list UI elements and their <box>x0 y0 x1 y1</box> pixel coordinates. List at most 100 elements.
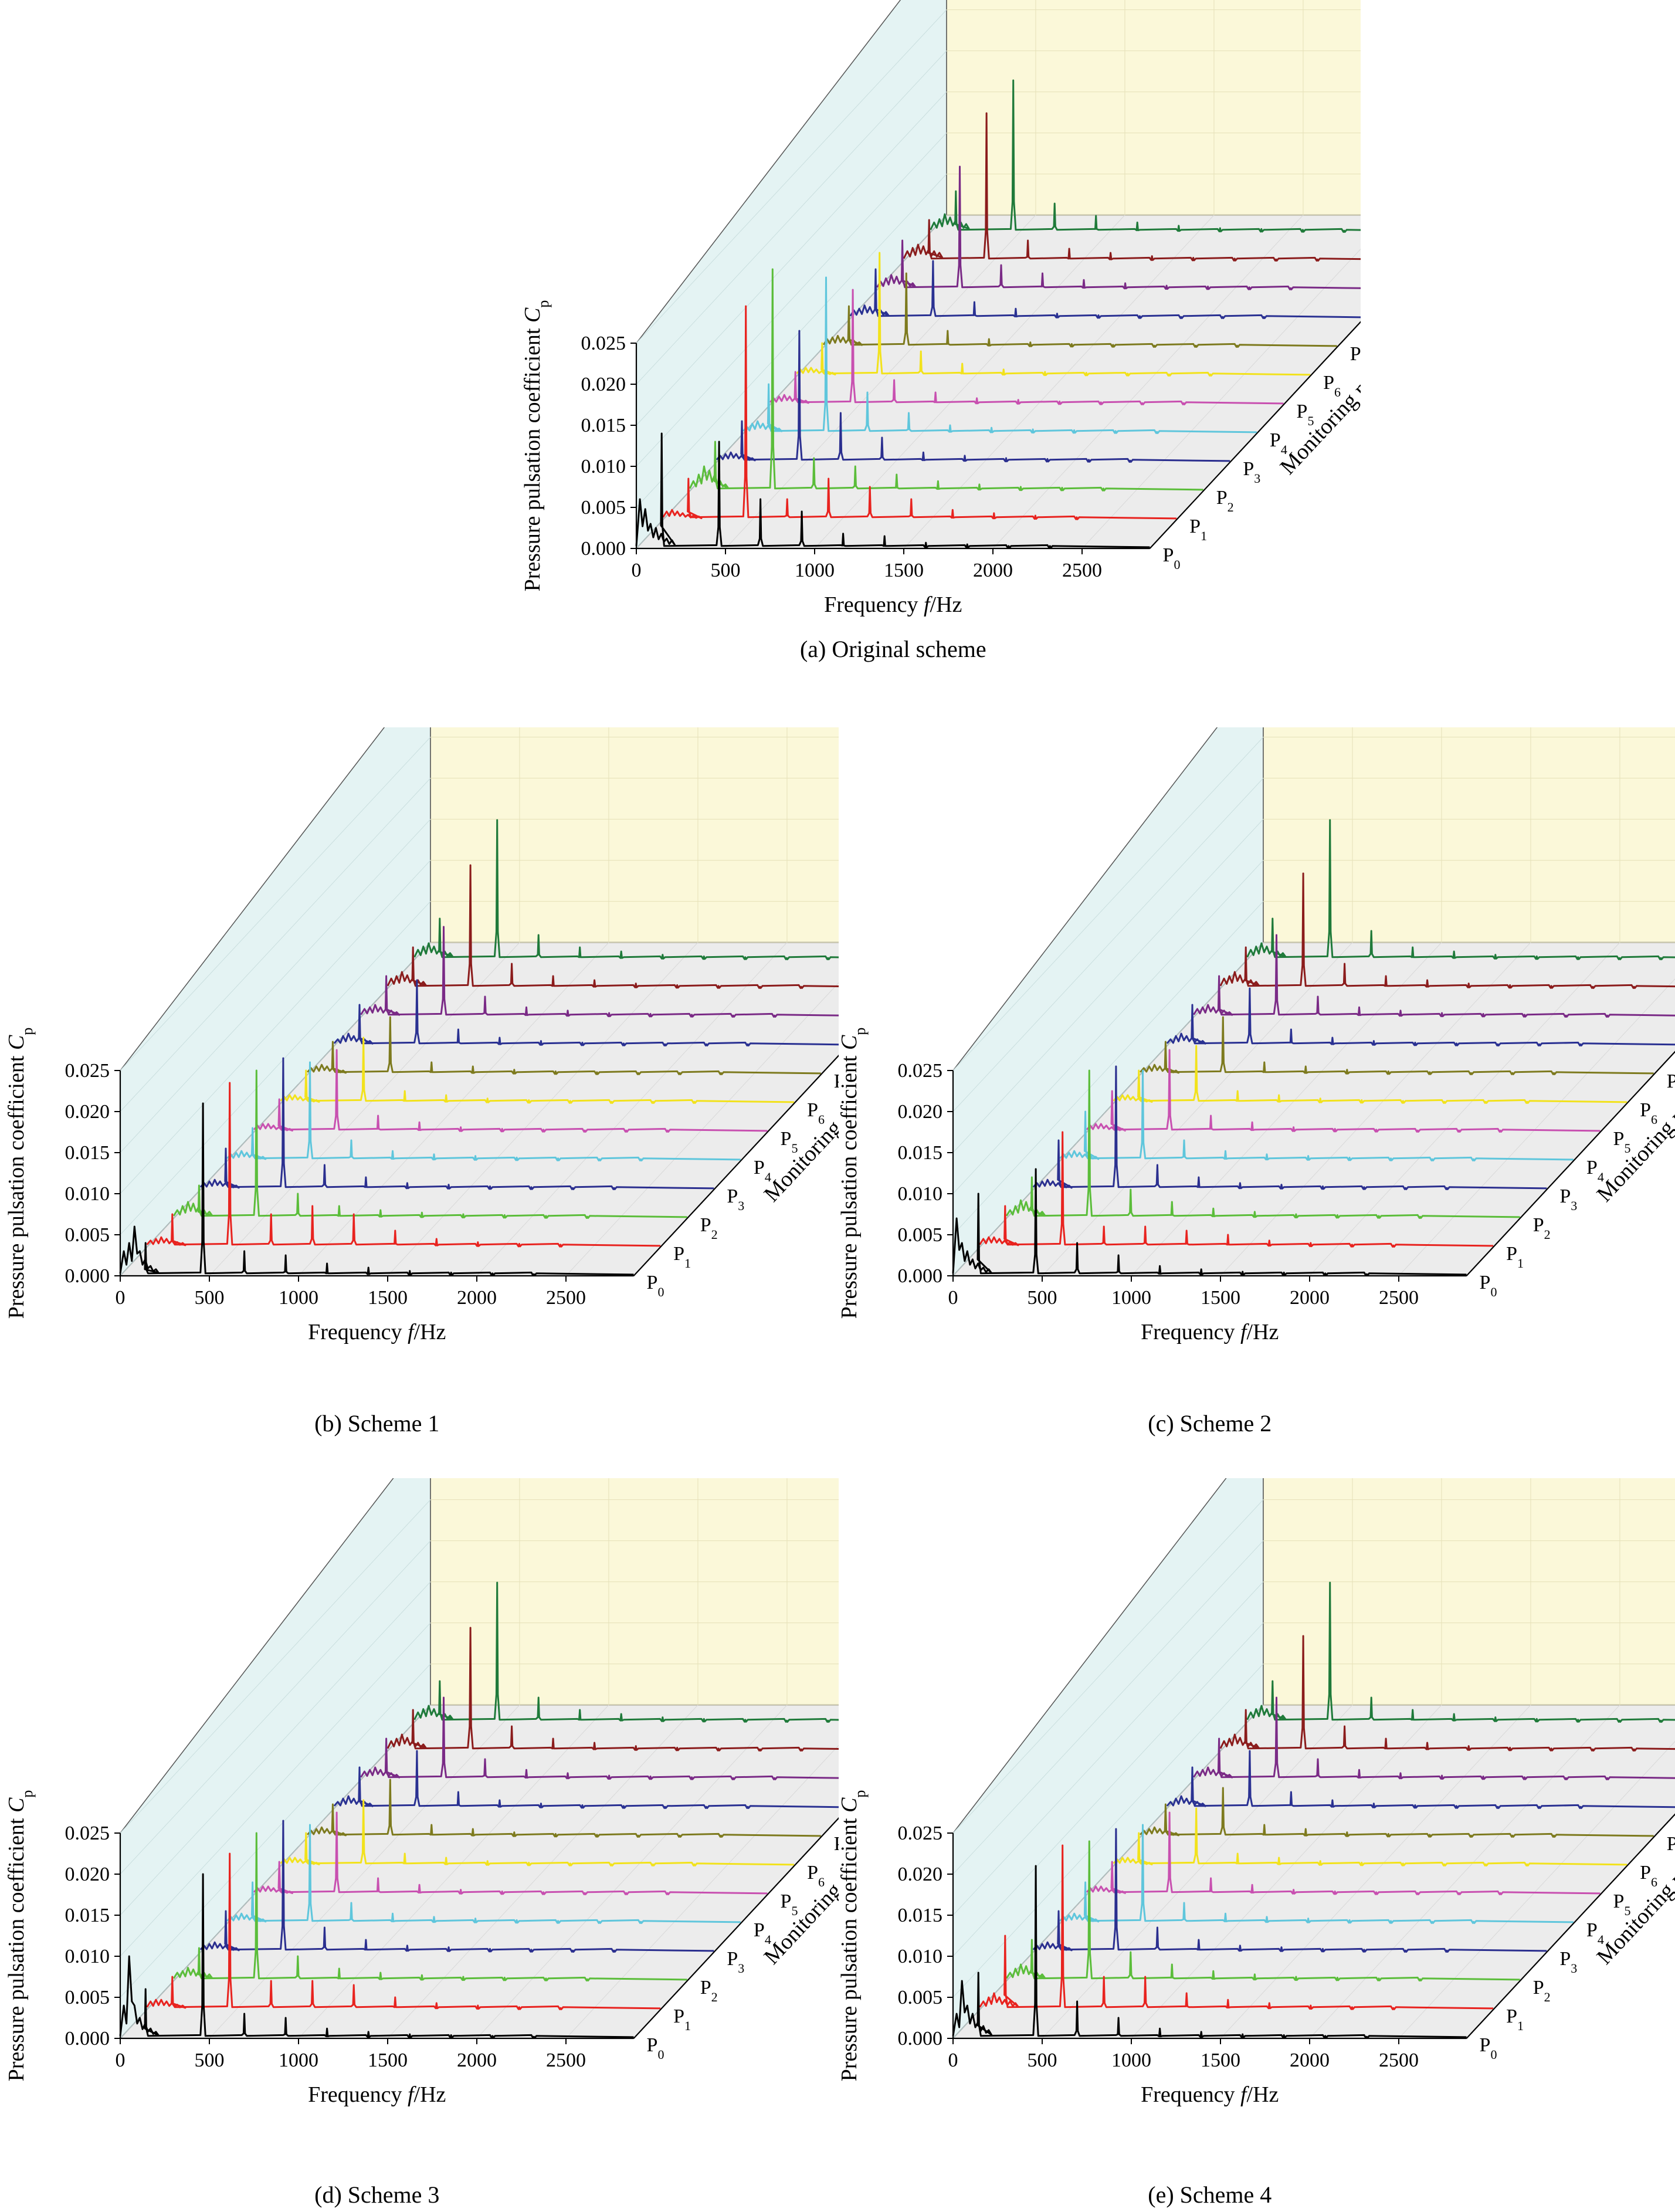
floor-grid-line <box>209 942 520 1276</box>
floor-grid-line <box>814 215 1125 549</box>
side-grid-line <box>636 9 947 344</box>
y-tick-label: 0.020 <box>898 1864 943 1885</box>
floor-grid-line <box>725 215 1036 549</box>
x-tick-label: 0 <box>116 2050 126 2071</box>
monitoring-point-subscript: 2 <box>1544 1990 1551 2004</box>
y-tick-label: 0.000 <box>898 1265 943 1287</box>
floor-grid-line <box>1081 248 1361 549</box>
monitoring-point-label-P2: P2 <box>700 1214 718 1242</box>
x-axis-title-prefix: Frequency <box>1141 2082 1240 2107</box>
z-axis-line <box>633 1817 839 2039</box>
x-tick-label: 1500 <box>368 2050 408 2071</box>
series-line-P0 <box>119 1873 634 2039</box>
series-line-P8 <box>1166 987 1675 1046</box>
monitoring-point-label-P3: P3 <box>1559 1185 1577 1213</box>
monitoring-point-subscript: 0 <box>657 2047 664 2062</box>
side-grid-line <box>636 50 947 385</box>
x-axis-title-suffix: /Hz <box>414 1320 446 1344</box>
floor-grid-line <box>992 215 1304 549</box>
monitoring-point-label-P1: P1 <box>673 2006 691 2033</box>
side-grid-line <box>120 1499 431 1834</box>
monitoring-point-label-P1: P1 <box>673 1243 691 1271</box>
monitoring-point-subscript: 2 <box>1544 1227 1551 1242</box>
x-axis-title: Frequency f/Hz <box>824 592 962 617</box>
floor-grid-line <box>476 1705 788 2039</box>
monitoring-point-subscript: 1 <box>1517 1256 1524 1271</box>
y-axis-title-subscript: p <box>19 1028 36 1035</box>
panel-scheme-4: 0.000 0.005 0.010 0.015 0.020 0.025 0 500 1000 15… <box>833 1478 1675 2211</box>
floor-grid-line <box>1220 942 1531 1276</box>
side-grid-line <box>952 901 1264 1235</box>
monitoring-point-subscript: 4 <box>1598 1932 1604 1947</box>
x-axis-title: Frequency f/Hz <box>308 1320 446 1344</box>
monitoring-point-subscript: 3 <box>1571 1961 1577 1976</box>
monitoring-point-label-P7: P7 <box>1350 343 1361 371</box>
floor-grid-line <box>903 215 1215 549</box>
y-tick-label: 0.015 <box>581 415 626 436</box>
series-line-P0 <box>635 432 1150 549</box>
monitoring-point-subscript: 4 <box>765 1170 771 1184</box>
y-tick-label: 0.000 <box>898 2028 943 2050</box>
x-axis-title-suffix: /Hz <box>930 592 962 617</box>
panel-caption: (a) Original scheme <box>800 636 986 662</box>
monitoring-point-label-P7: P7 <box>1667 1071 1675 1098</box>
y-tick-label: 0.015 <box>65 1905 110 1926</box>
side-grid-line <box>952 778 1264 1112</box>
monitoring-point-label-P3: P3 <box>727 1948 744 1976</box>
y-axis-title-subscript: p <box>852 1028 869 1035</box>
monitoring-point-subscript: 5 <box>791 1903 798 1918</box>
panel-caption: (e) Scheme 4 <box>1148 2181 1271 2208</box>
floor-grid-line <box>1398 978 1675 1276</box>
monitoring-point-subscript: 1 <box>1201 529 1207 543</box>
monitoring-point-label-P2: P2 <box>1533 1214 1551 1242</box>
monitoring-point-label-P3: P3 <box>1559 1948 1577 1976</box>
side-grid-line <box>120 860 431 1194</box>
floor-grid-line <box>209 1705 520 2039</box>
y-tick-label: 0.010 <box>65 1183 110 1205</box>
floor-grid-line <box>1220 1705 1531 2039</box>
x-axis-title-prefix: Frequency <box>824 592 924 617</box>
x-axis-title: Frequency f/Hz <box>308 2082 446 2107</box>
y-tick-label: 0.010 <box>581 456 626 477</box>
series-line-P9 <box>360 1696 839 1780</box>
monitoring-point-subscript: 1 <box>684 2018 691 2033</box>
monitoring-point-subscript: 6 <box>1651 1875 1657 1889</box>
floor-grid-line <box>1042 942 1353 1276</box>
y-tick-label: 0.020 <box>581 374 626 395</box>
z-axis-line <box>1466 1051 1675 1276</box>
x-axis-title: Frequency f/Hz <box>1141 2082 1279 2107</box>
series-line-P10 <box>903 112 1361 262</box>
monitoring-point-subscript: 6 <box>818 1112 825 1127</box>
x-tick-label: 0 <box>948 2050 958 2071</box>
series-line-P9 <box>1193 1696 1675 1780</box>
y-axis-title: Pressure pulsation coefficient Cp <box>837 1790 869 2082</box>
monitoring-point-subscript: 3 <box>1254 471 1260 486</box>
floor-grid-line <box>1398 1741 1675 2039</box>
floor-grid-line <box>387 942 699 1276</box>
z-axis-line <box>633 1054 839 1276</box>
y-axis-title-variable: C <box>4 1797 29 1813</box>
x-tick-label: 1000 <box>1111 1287 1151 1309</box>
floor-grid-line <box>387 1705 699 2039</box>
series-line-P1 <box>146 1852 661 2010</box>
monitoring-point-subscript: 1 <box>1517 2018 1524 2033</box>
monitoring-point-subscript: 3 <box>738 1198 744 1213</box>
x-tick-label: 1000 <box>795 560 835 581</box>
monitoring-point-subscript: 5 <box>1624 1903 1630 1918</box>
side-grid-line <box>952 1581 1264 1916</box>
monitoring-point-subscript: 2 <box>711 1990 718 2004</box>
z-axis-line <box>1149 321 1361 549</box>
monitoring-point-subscript: 6 <box>1334 385 1341 399</box>
panel-caption: (d) Scheme 3 <box>314 2181 439 2208</box>
side-grid-line <box>952 737 1264 1071</box>
side-grid-line <box>120 819 431 1153</box>
series-line-P1 <box>979 1844 1494 2010</box>
series-line-P1 <box>979 1131 1494 1248</box>
y-tick-label: 0.025 <box>898 1823 943 1844</box>
side-grid-line <box>120 778 431 1112</box>
back-wall <box>430 1478 839 1706</box>
floor-grid-line <box>1309 942 1620 1276</box>
